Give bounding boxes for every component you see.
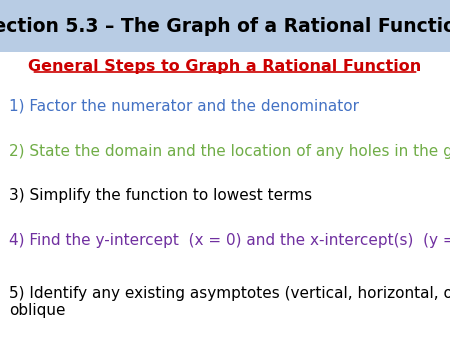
Text: 5) Identify any existing asymptotes (vertical, horizontal, or
oblique: 5) Identify any existing asymptotes (ver… [9,286,450,318]
Text: 1) Factor the numerator and the denominator: 1) Factor the numerator and the denomina… [9,98,359,113]
Text: 2) State the domain and the location of any holes in the graph: 2) State the domain and the location of … [9,144,450,159]
Text: Section 5.3 – The Graph of a Rational Function: Section 5.3 – The Graph of a Rational Fu… [0,17,450,36]
FancyBboxPatch shape [0,0,450,52]
Text: 4) Find the y-intercept  (x = 0) and the x-intercept(s)  (y = 0): 4) Find the y-intercept (x = 0) and the … [9,233,450,248]
Text: General Steps to Graph a Rational Function: General Steps to Graph a Rational Functi… [28,59,422,74]
Text: 3) Simplify the function to lowest terms: 3) Simplify the function to lowest terms [9,188,312,202]
